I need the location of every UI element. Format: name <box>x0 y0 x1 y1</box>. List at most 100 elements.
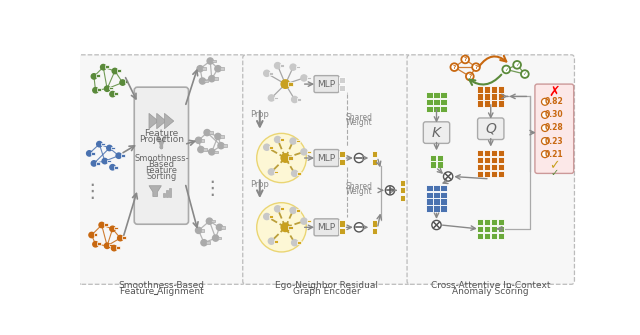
Circle shape <box>513 61 521 69</box>
Circle shape <box>215 66 221 72</box>
Text: ?: ? <box>468 74 472 79</box>
FancyBboxPatch shape <box>372 151 377 157</box>
Circle shape <box>212 235 219 241</box>
FancyArrowPatch shape <box>435 213 439 217</box>
FancyBboxPatch shape <box>433 185 440 191</box>
FancyBboxPatch shape <box>296 66 300 68</box>
Circle shape <box>92 74 97 79</box>
FancyBboxPatch shape <box>214 150 218 153</box>
FancyBboxPatch shape <box>307 150 310 153</box>
FancyBboxPatch shape <box>372 159 377 165</box>
Text: Projection: Projection <box>139 135 184 144</box>
FancyBboxPatch shape <box>433 205 440 212</box>
FancyBboxPatch shape <box>218 237 221 240</box>
Circle shape <box>451 63 458 71</box>
FancyBboxPatch shape <box>298 241 301 244</box>
Text: Sorting: Sorting <box>147 172 177 181</box>
Circle shape <box>199 78 205 84</box>
FancyBboxPatch shape <box>203 148 207 151</box>
FancyArrowPatch shape <box>435 142 439 149</box>
Text: Shared: Shared <box>346 113 372 122</box>
FancyBboxPatch shape <box>498 86 504 93</box>
Text: Anomaly Scoring: Anomaly Scoring <box>452 287 529 296</box>
Text: 0.82: 0.82 <box>545 97 564 106</box>
FancyBboxPatch shape <box>498 157 504 163</box>
Circle shape <box>104 86 110 91</box>
Circle shape <box>292 96 298 103</box>
FancyBboxPatch shape <box>296 209 300 212</box>
FancyBboxPatch shape <box>200 229 204 232</box>
FancyBboxPatch shape <box>92 152 95 155</box>
Text: Based: Based <box>148 160 174 169</box>
FancyBboxPatch shape <box>115 92 118 95</box>
FancyBboxPatch shape <box>440 106 447 112</box>
FancyBboxPatch shape <box>339 228 345 234</box>
Circle shape <box>198 146 204 153</box>
FancyBboxPatch shape <box>433 106 440 112</box>
FancyBboxPatch shape <box>429 161 436 168</box>
Circle shape <box>110 91 115 97</box>
FancyArrowPatch shape <box>488 105 493 117</box>
FancyBboxPatch shape <box>269 72 273 75</box>
Circle shape <box>290 64 296 70</box>
Circle shape <box>116 153 122 158</box>
Text: ⋮: ⋮ <box>202 179 221 198</box>
Polygon shape <box>149 113 158 129</box>
FancyBboxPatch shape <box>491 171 497 177</box>
FancyBboxPatch shape <box>97 242 101 245</box>
FancyArrowPatch shape <box>435 109 439 121</box>
Circle shape <box>432 220 441 229</box>
FancyBboxPatch shape <box>339 85 345 91</box>
Circle shape <box>301 149 307 155</box>
FancyBboxPatch shape <box>426 205 433 212</box>
FancyBboxPatch shape <box>535 84 573 174</box>
Circle shape <box>461 56 469 63</box>
FancyArrowPatch shape <box>437 169 442 173</box>
Circle shape <box>281 80 290 88</box>
FancyBboxPatch shape <box>339 151 345 157</box>
FancyArrowPatch shape <box>443 180 448 184</box>
FancyArrowPatch shape <box>305 156 313 160</box>
FancyArrowPatch shape <box>257 111 262 127</box>
FancyBboxPatch shape <box>440 192 447 198</box>
Circle shape <box>197 66 204 72</box>
FancyBboxPatch shape <box>117 69 121 72</box>
FancyBboxPatch shape <box>426 92 433 98</box>
Circle shape <box>97 141 102 147</box>
Text: ✓: ✓ <box>522 72 527 77</box>
FancyArrowPatch shape <box>158 137 164 147</box>
FancyBboxPatch shape <box>477 171 483 177</box>
FancyArrowPatch shape <box>305 225 313 229</box>
FancyArrowPatch shape <box>511 94 527 98</box>
FancyBboxPatch shape <box>296 140 300 142</box>
Circle shape <box>207 58 213 64</box>
FancyBboxPatch shape <box>269 146 273 149</box>
FancyBboxPatch shape <box>400 180 405 186</box>
FancyBboxPatch shape <box>307 77 310 79</box>
FancyBboxPatch shape <box>491 150 497 156</box>
FancyBboxPatch shape <box>274 171 278 173</box>
FancyBboxPatch shape <box>400 187 405 193</box>
Circle shape <box>93 242 98 247</box>
Circle shape <box>275 136 281 143</box>
Text: Prop: Prop <box>250 180 269 189</box>
FancyBboxPatch shape <box>484 157 490 163</box>
Text: ✓: ✓ <box>515 62 520 67</box>
Circle shape <box>257 133 307 183</box>
Circle shape <box>268 169 275 175</box>
Circle shape <box>110 226 115 231</box>
FancyBboxPatch shape <box>498 171 504 177</box>
FancyBboxPatch shape <box>200 139 204 142</box>
FancyBboxPatch shape <box>372 228 377 234</box>
FancyBboxPatch shape <box>498 150 504 156</box>
Text: ?: ? <box>463 57 467 62</box>
FancyArrowPatch shape <box>187 140 195 145</box>
FancyArrowPatch shape <box>362 156 367 160</box>
FancyBboxPatch shape <box>484 233 490 239</box>
FancyBboxPatch shape <box>339 159 345 165</box>
FancyBboxPatch shape <box>491 100 497 107</box>
FancyBboxPatch shape <box>484 86 490 93</box>
FancyBboxPatch shape <box>484 164 490 170</box>
FancyBboxPatch shape <box>101 143 105 145</box>
FancyBboxPatch shape <box>484 100 490 107</box>
